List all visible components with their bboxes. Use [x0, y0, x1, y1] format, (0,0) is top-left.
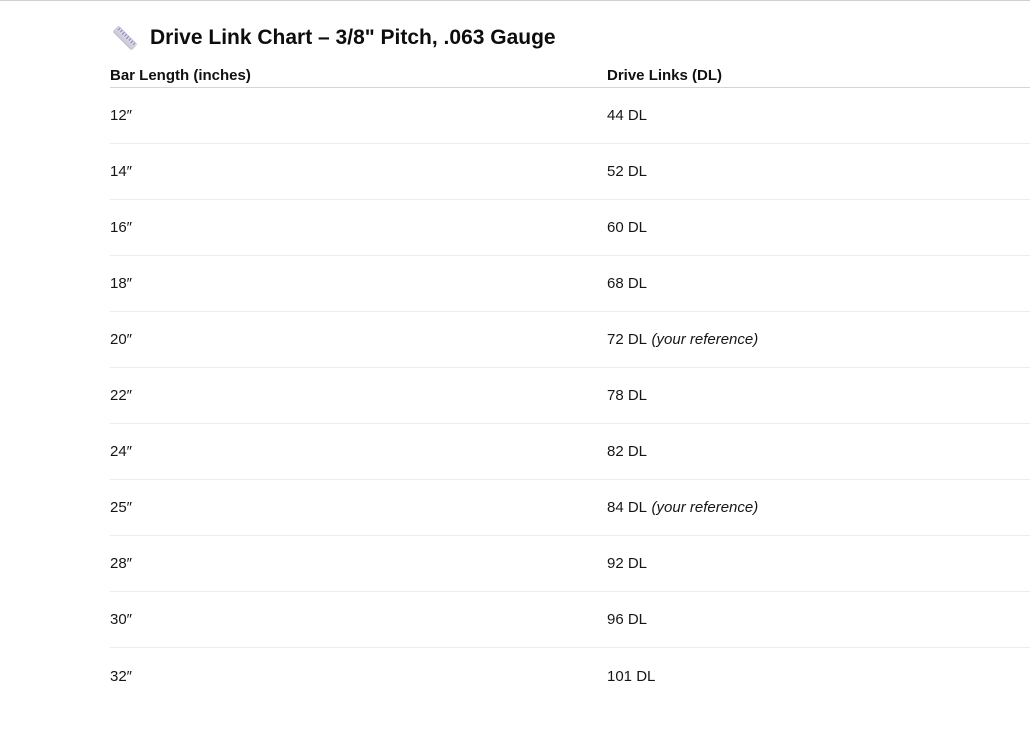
- reference-note: (your reference): [651, 331, 759, 348]
- bar-length-cell: 30″: [110, 611, 132, 628]
- ruler-icon: [113, 26, 137, 50]
- drive-links-value: 60 DL: [607, 219, 648, 236]
- bar-length-cell: 20″: [110, 331, 132, 348]
- table-row: 24″ 82 DL: [110, 424, 1030, 480]
- table-row: 20″ 72 DL (your reference): [110, 312, 1030, 368]
- drive-links-cell: 92 DL: [607, 555, 1030, 572]
- reference-note: (your reference): [651, 499, 759, 516]
- bar-length-cell: 28″: [110, 555, 132, 572]
- drive-links-value: 84 DL: [607, 499, 648, 516]
- main-content: Drive Link Chart – 3/8" Pitch, .063 Gaug…: [110, 1, 1030, 704]
- table-row: 30″ 96 DL: [110, 592, 1030, 648]
- drive-links-cell: 96 DL: [607, 611, 1030, 628]
- drive-links-value: 68 DL: [607, 275, 648, 292]
- drive-links-value: 92 DL: [607, 555, 648, 572]
- drive-links-value: 82 DL: [607, 443, 648, 460]
- bar-length-cell: 24″: [110, 443, 132, 460]
- drive-links-cell: 52 DL: [607, 163, 1030, 180]
- bar-length-cell: 18″: [110, 275, 132, 292]
- table-header-row: Bar Length (inches) Drive Links (DL): [110, 54, 1030, 88]
- table-body: 12″ 44 DL 14″ 52 DL 16″ 60 DL 18″ 68 DL 20″ 72 DL…: [110, 88, 1030, 704]
- top-divider: [0, 0, 1030, 1]
- table-row: 32″ 101 DL: [110, 648, 1030, 704]
- drive-links-cell: 44 DL: [607, 107, 1030, 124]
- bar-length-cell: 32″: [110, 667, 132, 685]
- table-row: 14″ 52 DL: [110, 144, 1030, 200]
- drive-links-cell: 60 DL: [607, 219, 1030, 236]
- drive-links-value: 96 DL: [607, 611, 648, 628]
- drive-links-cell: 68 DL: [607, 275, 1030, 292]
- drive-link-table: Bar Length (inches) Drive Links (DL) 12″…: [110, 54, 1030, 704]
- bar-length-cell: 25″: [110, 499, 132, 516]
- drive-links-value: 101 DL: [607, 667, 656, 685]
- table-row: 16″ 60 DL: [110, 200, 1030, 256]
- page-title: Drive Link Chart – 3/8" Pitch, .063 Gaug…: [113, 22, 1030, 54]
- table-row: 22″ 78 DL: [110, 368, 1030, 424]
- drive-links-value: 78 DL: [607, 387, 648, 404]
- drive-links-cell: 78 DL: [607, 387, 1030, 404]
- table-row: 18″ 68 DL: [110, 256, 1030, 312]
- drive-links-cell: 101 DL: [607, 668, 1030, 685]
- bar-length-cell: 16″: [110, 219, 132, 236]
- column-header-drive-links: Drive Links (DL): [607, 67, 723, 84]
- drive-links-value: 44 DL: [607, 107, 648, 124]
- bar-length-cell: 14″: [110, 163, 132, 180]
- table-row: 12″ 44 DL: [110, 88, 1030, 144]
- bar-length-cell: 22″: [110, 387, 132, 404]
- drive-links-value: 52 DL: [607, 163, 648, 180]
- drive-links-cell: 84 DL (your reference): [607, 499, 1030, 516]
- table-row: 25″ 84 DL (your reference): [110, 480, 1030, 536]
- table-row: 28″ 92 DL: [110, 536, 1030, 592]
- bar-length-cell: 12″: [110, 107, 132, 124]
- page-title-text: Drive Link Chart – 3/8" Pitch, .063 Gaug…: [150, 26, 556, 49]
- column-header-bar-length: Bar Length (inches): [110, 67, 251, 84]
- drive-links-cell: 82 DL: [607, 443, 1030, 460]
- drive-links-cell: 72 DL (your reference): [607, 331, 1030, 348]
- drive-links-value: 72 DL: [607, 331, 648, 348]
